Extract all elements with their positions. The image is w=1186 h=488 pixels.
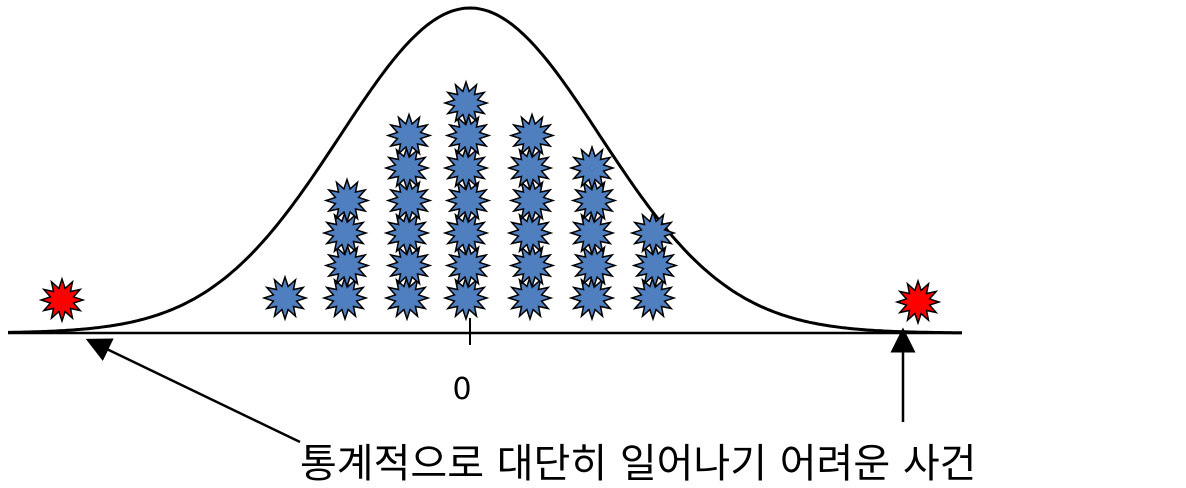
burst-star-icon bbox=[261, 274, 309, 322]
burst-star-icon bbox=[508, 242, 556, 289]
burst-star-icon bbox=[506, 274, 554, 322]
burst-star-icon bbox=[506, 144, 554, 192]
burst-star-icon bbox=[444, 177, 492, 224]
event-stars bbox=[261, 79, 679, 322]
burst-star-icon bbox=[383, 209, 431, 257]
burst-star-icon bbox=[508, 112, 556, 159]
burst-star-icon bbox=[568, 209, 616, 257]
burst-star-icon bbox=[385, 242, 433, 289]
red-burst-star-icon bbox=[894, 278, 942, 326]
burst-star-icon bbox=[442, 274, 490, 322]
burst-star-icon bbox=[442, 144, 490, 192]
burst-star-icon bbox=[321, 209, 369, 257]
burst-star-icon bbox=[383, 144, 431, 192]
burst-star-icon bbox=[323, 242, 371, 289]
burst-star-icon bbox=[631, 242, 679, 289]
burst-star-icon bbox=[508, 177, 556, 224]
burst-star-icon bbox=[383, 274, 431, 322]
burst-star-icon bbox=[570, 177, 618, 224]
center-label: 0 bbox=[452, 372, 471, 407]
left-arrow-icon bbox=[85, 338, 301, 444]
burst-star-icon bbox=[442, 209, 490, 257]
burst-star-icon bbox=[444, 112, 492, 159]
burst-star-icon bbox=[385, 177, 433, 224]
burst-star-icon bbox=[568, 274, 616, 322]
burst-star-icon bbox=[506, 209, 554, 257]
burst-star-icon bbox=[385, 112, 433, 159]
bell-curve bbox=[8, 6, 962, 335]
rare-event-stars bbox=[38, 276, 942, 326]
burst-star-icon bbox=[323, 177, 371, 224]
caption: 통계적으로 대단히 일어나기 어려운 사건 bbox=[300, 441, 976, 487]
burst-star-icon bbox=[442, 79, 490, 127]
burst-star-icon bbox=[444, 242, 492, 289]
red-burst-star-icon bbox=[38, 276, 86, 324]
burst-star-icon bbox=[570, 242, 618, 289]
burst-star-icon bbox=[629, 274, 677, 322]
burst-star-icon bbox=[568, 144, 616, 192]
burst-star-icon bbox=[321, 274, 369, 322]
burst-star-icon bbox=[629, 209, 677, 257]
